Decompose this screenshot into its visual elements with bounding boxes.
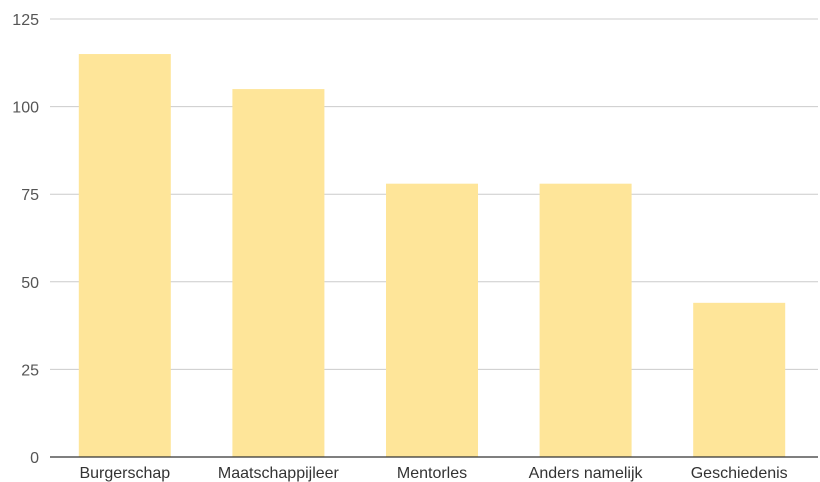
y-axis-tick-labels: 0 25 50 75 100 125: [12, 12, 39, 467]
category-label-anders-namelijk: Anders namelijk: [529, 465, 644, 482]
bar-maatschappijleer: [232, 89, 325, 457]
category-label-geschiedenis: Geschiedenis: [691, 465, 788, 482]
y-tick-label-50: 50: [21, 275, 39, 292]
bars: [78, 54, 786, 458]
y-tick-label-25: 25: [21, 362, 39, 379]
y-tick-label-0: 0: [30, 450, 39, 467]
category-label-burgerschap: Burgerschap: [79, 465, 170, 482]
category-label-maatschappijleer: Maatschappijleer: [218, 465, 340, 482]
bar-anders-namelijk: [539, 183, 632, 458]
x-axis-category-labels: Burgerschap Maatschappijleer Mentorles Ande…: [79, 465, 787, 482]
y-tick-label-125: 125: [12, 12, 39, 29]
y-tick-label-100: 100: [12, 100, 39, 117]
bar-mentorles: [386, 183, 478, 458]
category-label-mentorles: Mentorles: [397, 465, 467, 482]
bar-burgerschap: [78, 54, 171, 457]
y-tick-label-75: 75: [21, 187, 39, 204]
bar-geschiedenis: [693, 302, 786, 457]
